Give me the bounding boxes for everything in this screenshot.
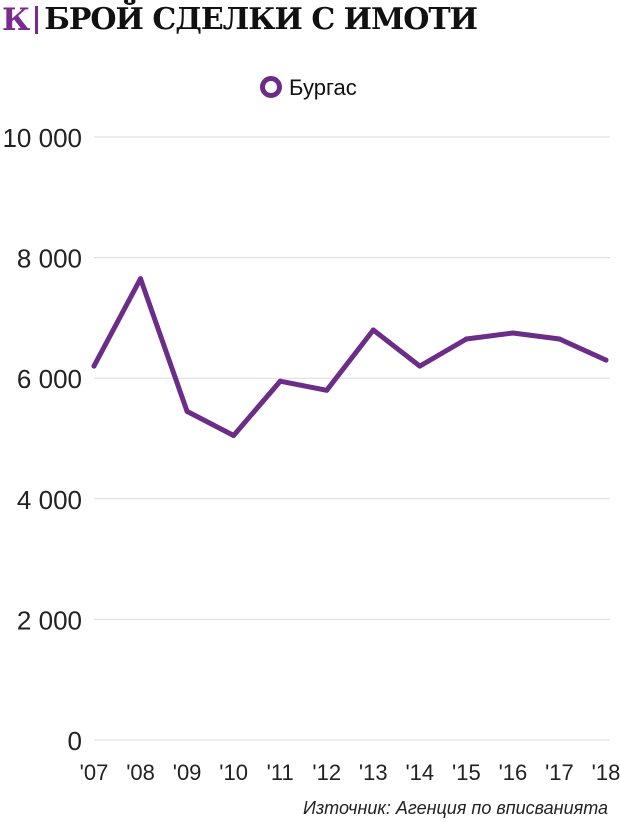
source-note: Източник: Агенция по вписванията <box>302 798 608 818</box>
x-tick-label: '13 <box>359 760 388 785</box>
y-tick-label: 0 <box>68 726 82 756</box>
x-tick-label: '17 <box>545 760 574 785</box>
data-point <box>556 336 562 342</box>
title-divider <box>35 6 39 34</box>
legend-marker <box>260 76 282 98</box>
x-tick-label: '11 <box>267 760 294 785</box>
x-tick-label: '15 <box>452 760 481 785</box>
series-line <box>91 276 609 438</box>
data-point <box>463 336 469 342</box>
publication-logo: К <box>2 1 31 38</box>
data-point <box>603 357 609 363</box>
data-point <box>417 363 423 369</box>
data-point <box>231 432 237 438</box>
x-tick-label: '10 <box>219 760 248 785</box>
data-point <box>184 408 190 414</box>
data-point <box>370 327 376 333</box>
data-point <box>510 330 516 336</box>
chart-title: БРОЙ СДЕЛКИ С ИМОТИ <box>44 2 478 37</box>
y-tick-label: 2 000 <box>17 605 82 635</box>
y-tick-label: 6 000 <box>17 364 82 394</box>
x-tick-label: '07 <box>80 760 109 785</box>
y-tick-label: 8 000 <box>17 244 82 274</box>
data-point <box>91 363 97 369</box>
x-tick-label: '09 <box>173 760 202 785</box>
chart-header: К БРОЙ СДЕЛКИ С ИМОТИ <box>2 0 478 40</box>
legend-label: Бургас <box>289 75 357 100</box>
x-tick-label: '16 <box>499 760 528 785</box>
data-point <box>138 276 144 282</box>
x-tick-label: '18 <box>592 760 620 785</box>
x-tick-label: '08 <box>126 760 155 785</box>
data-point <box>324 387 330 393</box>
x-tick-label: '12 <box>312 760 341 785</box>
y-tick-label: 4 000 <box>17 485 82 515</box>
data-point <box>277 378 283 384</box>
x-tick-label: '14 <box>405 760 434 785</box>
y-tick-label: 10 000 <box>2 123 82 153</box>
